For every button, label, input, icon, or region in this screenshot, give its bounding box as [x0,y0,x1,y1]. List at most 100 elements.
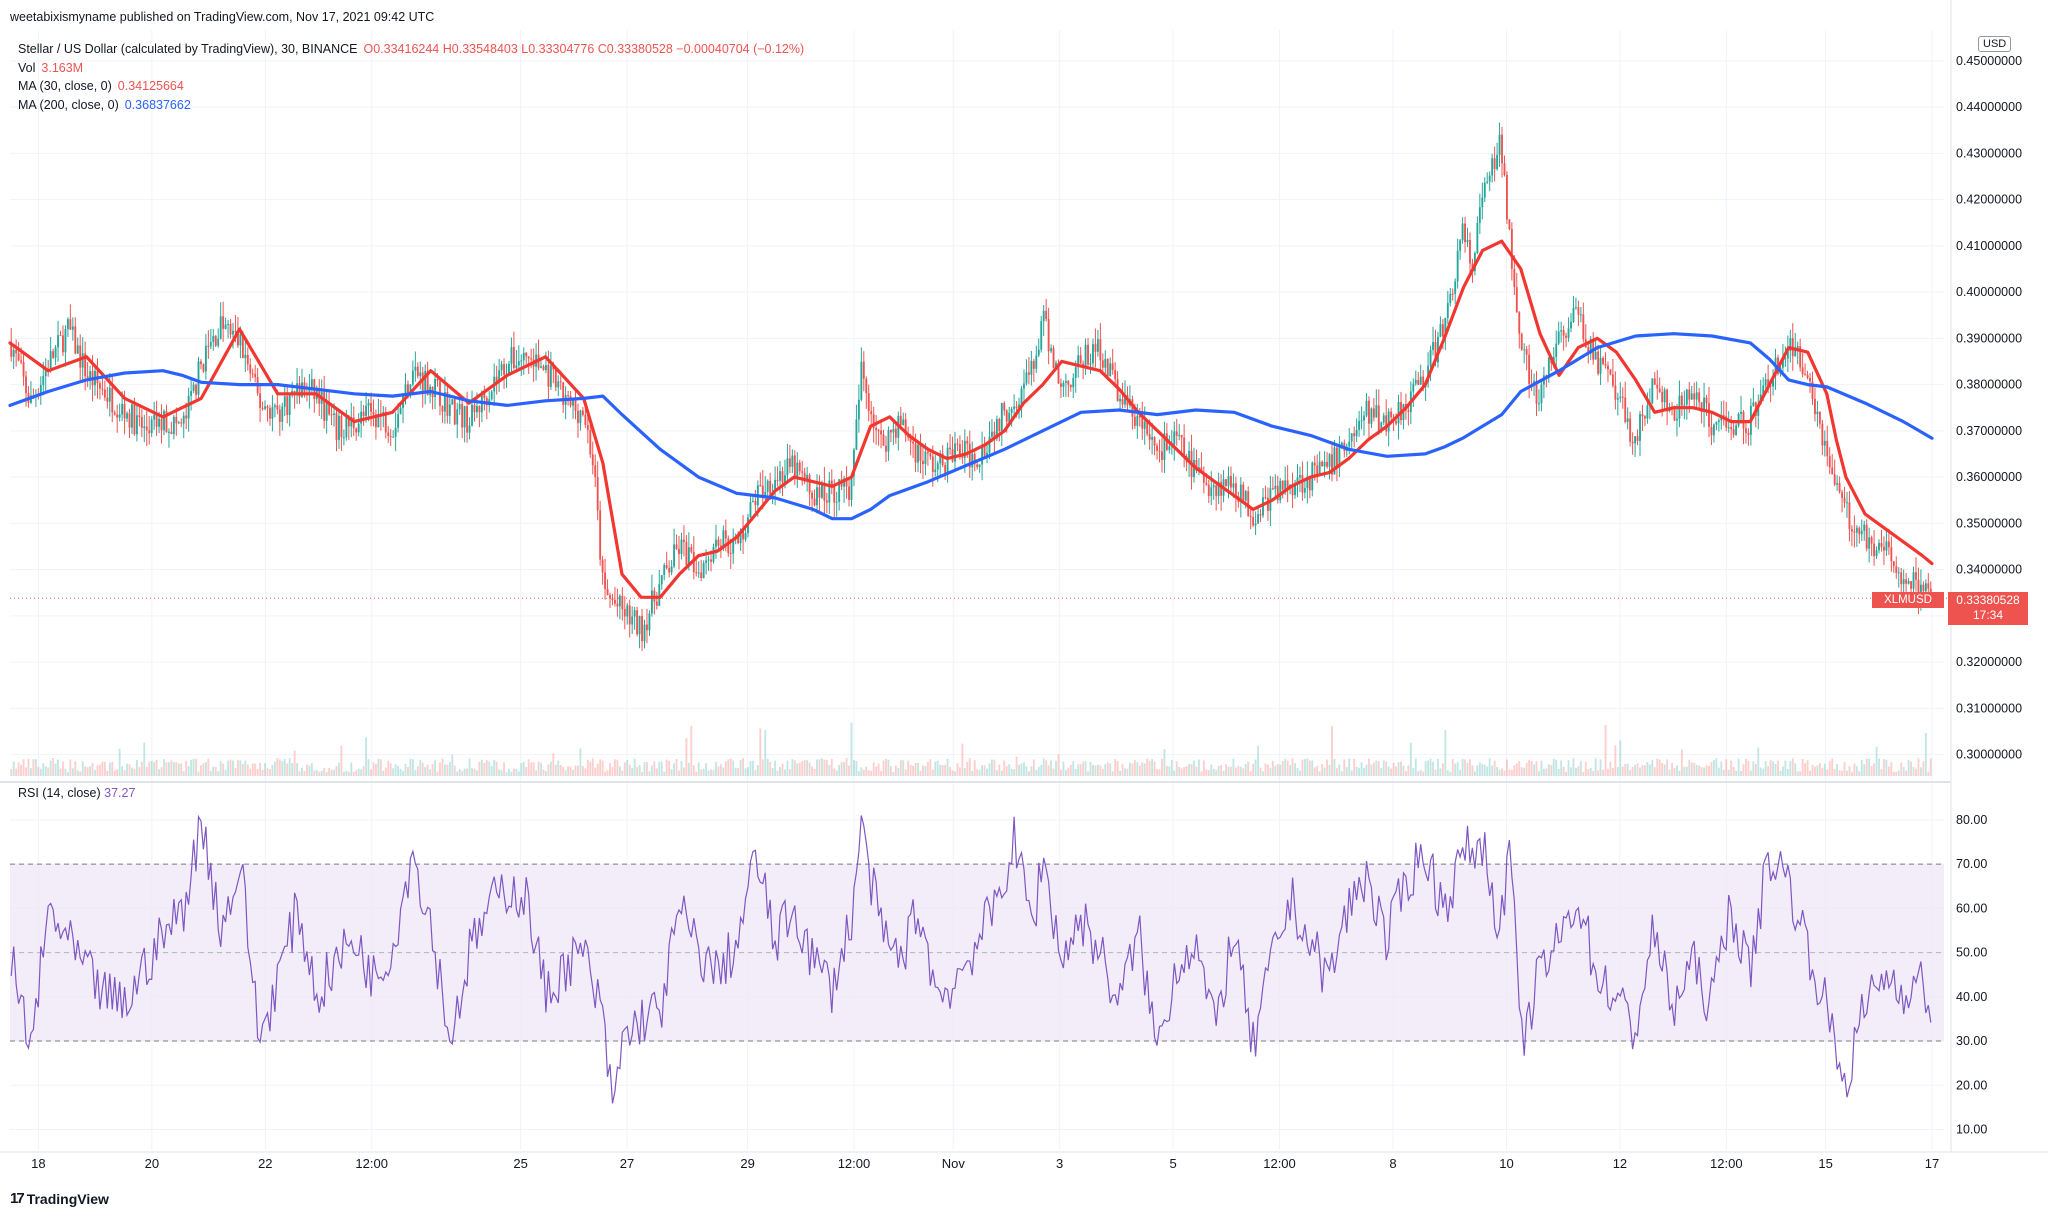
candle-body [1338,447,1341,468]
volume-bar [510,771,513,776]
price-tick-label: 0.31000000 [1956,701,2022,715]
candle-body [79,345,82,368]
volume-bar [747,767,749,776]
price-tick-label: 0.40000000 [1956,285,2022,299]
volume-bar [357,768,360,776]
volume-bar [1717,767,1720,776]
volume-bar [1385,761,1388,776]
volume-bar [1074,768,1077,776]
candle-body [1291,484,1294,496]
volume-bar [227,760,230,776]
volume-bar [217,771,220,776]
volume-bar [1552,758,1555,776]
candle-body [143,426,146,428]
volume-bar [1400,761,1402,776]
volume-bar [74,761,77,776]
price-tick-label: 0.37000000 [1956,424,2022,438]
volume-bar [335,766,338,776]
candle-body [1875,550,1878,557]
candle-body [12,349,15,357]
candle-body [101,388,104,390]
volume-bar [515,768,518,776]
rsi-series-line [10,814,1932,1104]
volume-bar [1671,762,1673,776]
candle-body [1284,480,1287,490]
candle-body [1715,422,1718,425]
volume-bar [39,768,42,776]
volume-bar [877,763,880,776]
legend-ma30-row[interactable]: MA (30, close, 0) 0.34125664 [18,77,804,96]
volume-bar [1271,760,1274,776]
volume-bar [1010,768,1013,776]
volume-bar [1624,764,1627,776]
volume-bar [542,769,545,776]
volume-bar [416,766,419,776]
candle-body [1375,405,1378,418]
volume-bar [554,764,557,776]
time-tick-label: 12 [1613,1156,1627,1171]
volume-bar [202,763,205,776]
volume-bar [167,762,170,776]
candle-body [160,418,163,431]
volume-bar [623,762,626,776]
candle-body [335,413,338,440]
candle-body [1188,450,1191,463]
legend-ma200-row[interactable]: MA (200, close, 0) 0.36837662 [18,96,804,115]
candle-body [1077,355,1080,368]
candle-body [1614,385,1617,400]
legend-volume-row[interactable]: Vol 3.163M [18,59,804,78]
volume-bar [776,770,779,776]
volume-bar [882,760,885,776]
volume-bar [589,761,592,776]
candle-body [1459,240,1462,251]
candle-body [1225,479,1227,486]
price-tick-label: 0.32000000 [1956,655,2022,669]
volume-bar [1809,770,1811,776]
volume-bar [1281,761,1284,776]
candle-body [1466,240,1469,243]
volume-bar [1173,770,1176,776]
volume-bar [1274,765,1277,776]
candle-body [503,364,505,375]
volume-bar [1350,770,1353,776]
volume-bar [591,758,594,776]
volume-bar [816,759,818,776]
candle-body [722,530,725,547]
candle-body [949,447,951,450]
volume-bar [185,760,188,776]
volume-bar [1136,762,1139,776]
candle-body [1722,415,1725,417]
candle-body [453,399,456,425]
tradingview-logo[interactable]: 17 TradingView [10,1190,109,1207]
volume-bar [269,769,271,776]
rsi-legend[interactable]: RSI (14, close) 37.27 [18,786,135,800]
volume-bar [1478,762,1481,776]
candle-body [1454,281,1457,294]
candle-body [1589,339,1592,354]
volume-bar [1575,767,1577,776]
candle-body [1498,134,1501,155]
currency-badge[interactable]: USD [1978,36,2012,52]
volume-bar [1437,758,1439,776]
volume-bar [643,762,646,776]
volume-bar [1653,767,1656,776]
time-tick-label: Nov [942,1156,966,1171]
legend-symbol-row[interactable]: Stellar / US Dollar (calculated by Tradi… [18,40,804,59]
candle-body [163,411,165,431]
volume-bar [1823,763,1826,776]
volume-bar [1023,762,1025,776]
volume-bar [153,762,156,776]
volume-bar [500,770,503,776]
candle-body [1476,222,1479,254]
volume-bar [1089,761,1092,776]
volume-bar [978,769,981,776]
volume-bar [1190,763,1193,776]
volume-bar [567,766,570,776]
candle-body [434,379,436,398]
volume-bar [668,760,671,776]
candle-body [153,414,156,420]
candle-body [1146,421,1149,435]
volume-bar [288,758,291,776]
price-tick-label: 0.44000000 [1956,100,2022,114]
candle-body [850,475,853,500]
